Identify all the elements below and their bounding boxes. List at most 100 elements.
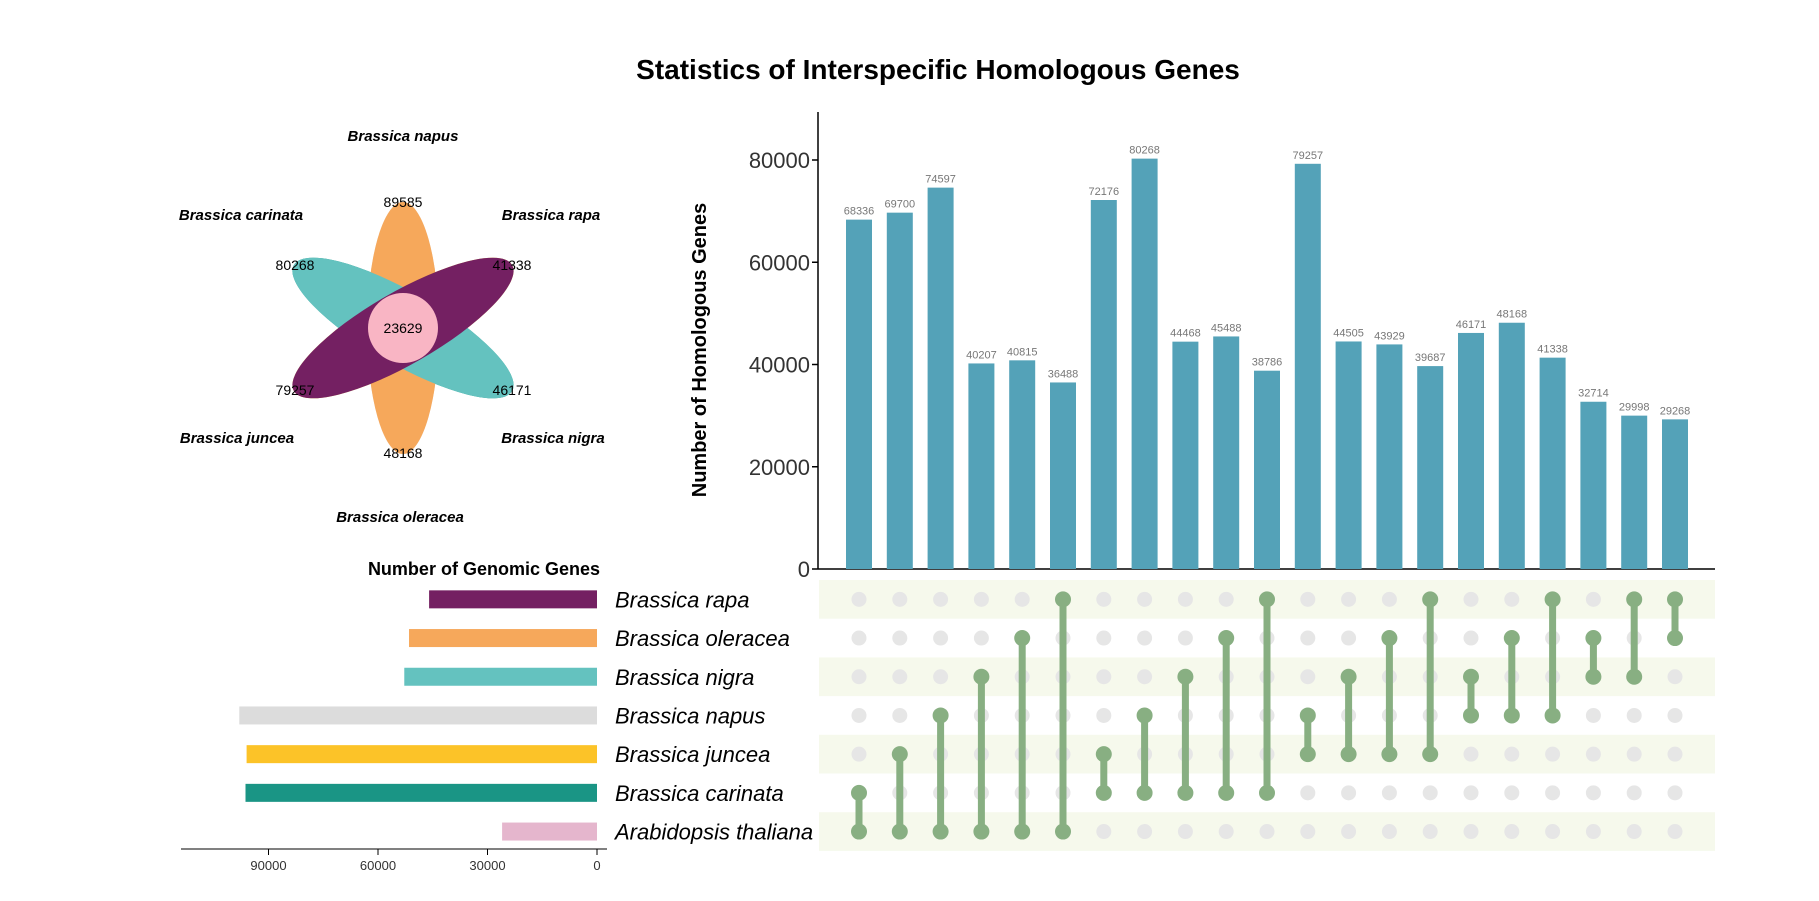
matrix-dot-inactive <box>1667 707 1683 723</box>
matrix-dot-inactive <box>892 591 908 607</box>
core-circle <box>368 293 438 363</box>
matrix-dot-inactive <box>1381 591 1397 607</box>
matrix-dot-inactive <box>1014 591 1030 607</box>
matrix-dot-active <box>1667 591 1683 608</box>
species-label-arabidopsis-thaliana: Arabidopsis thaliana <box>613 820 813 845</box>
bar <box>1335 341 1362 569</box>
bar-value-label: 74597 <box>925 174 956 186</box>
species-label-brassica-rapa: Brassica rapa <box>615 587 750 612</box>
matrix-dot-active <box>851 823 867 840</box>
matrix-dot-inactive <box>1341 785 1357 801</box>
matrix-dot-active <box>1259 784 1275 801</box>
matrix-dot-inactive <box>1463 785 1479 801</box>
matrix-dot-active <box>1299 746 1316 763</box>
intersection-matrix: Brassica rapa Brassica oleracea Brassica n… <box>613 580 1715 851</box>
matrix-dot-inactive <box>1626 785 1642 801</box>
matrix-dot-inactive <box>1137 630 1153 646</box>
matrix-dot-inactive <box>1300 591 1316 607</box>
matrix-dot-inactive <box>1300 824 1316 840</box>
matrix-dot-inactive <box>1177 630 1193 646</box>
matrix-dot-inactive <box>1626 746 1642 762</box>
matrix-dot-inactive <box>973 630 989 646</box>
petal-value-brassica-napus: 89585 <box>384 194 423 210</box>
matrix-dot-inactive <box>1137 591 1153 607</box>
matrix-dot-active <box>1014 823 1031 840</box>
matrix-dot-inactive <box>1137 669 1153 685</box>
bar <box>1131 158 1158 569</box>
petal-label-brassica-rapa: Brassica rapa <box>502 207 600 224</box>
matrix-dot-active <box>1381 630 1398 647</box>
species-label-brassica-nigra: Brassica nigra <box>615 665 754 690</box>
bar-value-label: 45488 <box>1211 322 1242 334</box>
matrix-dot-inactive <box>1096 824 1112 840</box>
bar-value-label: 80268 <box>1129 145 1160 157</box>
petal-value-brassica-rapa: 41338 <box>493 257 532 273</box>
matrix-dot-active <box>1667 630 1683 647</box>
bar <box>1050 382 1076 569</box>
bar <box>1172 341 1199 569</box>
matrix-dot-active <box>891 823 908 840</box>
bar <box>1539 357 1566 569</box>
matrix-dot-inactive <box>851 707 867 723</box>
matrix-dot-inactive <box>851 746 867 762</box>
bar <box>1458 332 1484 569</box>
matrix-dot-inactive <box>1177 591 1193 607</box>
matrix-dot-inactive <box>1504 591 1520 607</box>
petal-value-brassica-juncea: 79257 <box>276 382 315 398</box>
y-tick-label: 20000 <box>749 455 810 480</box>
bar-value-label: 40207 <box>966 349 997 361</box>
matrix-dot-active <box>1503 630 1520 647</box>
matrix-dot-inactive <box>1341 824 1357 840</box>
matrix-dot-inactive <box>1667 746 1683 762</box>
matrix-dot-active <box>1177 668 1194 685</box>
matrix-dot-inactive <box>1096 669 1112 685</box>
matrix-dot-inactive <box>1300 785 1316 801</box>
matrix-dot-active <box>1463 668 1479 685</box>
matrix-dot-active <box>932 707 949 724</box>
petal-label-brassica-nigra: Brassica nigra <box>501 430 604 447</box>
genomic-bar-brassica-juncea <box>246 745 597 764</box>
matrix-dot-active <box>1177 784 1194 801</box>
genomic-tick-label: 60000 <box>360 858 396 873</box>
bar-value-label: 48168 <box>1497 309 1528 321</box>
matrix-dot-active <box>1136 784 1153 801</box>
bar-value-label: 43929 <box>1374 330 1405 342</box>
matrix-dot-active <box>891 746 908 763</box>
matrix-dot-inactive <box>1381 824 1397 840</box>
y-tick-label: 80000 <box>749 148 810 173</box>
bar <box>927 187 954 569</box>
bar-value-label: 29998 <box>1619 402 1650 414</box>
bar-value-label: 39687 <box>1415 352 1446 364</box>
bar <box>886 212 913 569</box>
genomic-tick-label: 0 <box>593 858 600 873</box>
species-label-brassica-carinata: Brassica carinata <box>615 781 784 806</box>
matrix-dot-active <box>973 668 990 685</box>
matrix-dot-active <box>1544 591 1561 608</box>
matrix-dot-inactive <box>1381 785 1397 801</box>
species-label-brassica-juncea: Brassica juncea <box>615 742 770 767</box>
matrix-dot-active <box>1463 707 1479 724</box>
petal-label-brassica-napus: Brassica napus <box>348 128 459 145</box>
matrix-dot-inactive <box>933 591 949 607</box>
bar-value-label: 72176 <box>1089 186 1120 198</box>
matrix-dot-inactive <box>1259 824 1275 840</box>
genomic-bar-brassica-nigra <box>404 667 597 686</box>
y-tick-label: 40000 <box>749 353 810 378</box>
bar <box>1498 322 1525 569</box>
matrix-dot-inactive <box>1096 707 1112 723</box>
matrix-dot-active <box>1626 668 1643 685</box>
matrix-dot-active <box>851 784 867 801</box>
matrix-dot-inactive <box>1463 824 1479 840</box>
genomic-tick-label: 90000 <box>250 858 286 873</box>
matrix-dot-inactive <box>933 630 949 646</box>
matrix-dot-inactive <box>1504 824 1520 840</box>
matrix-dot-active <box>1259 591 1275 608</box>
matrix-dot-inactive <box>851 630 867 646</box>
matrix-dot-active <box>932 823 949 840</box>
genomic-bar-brassica-carinata <box>245 783 597 802</box>
petal-label-brassica-carinata: Brassica carinata <box>179 207 303 224</box>
bar-value-label: 69700 <box>885 199 916 211</box>
genomic-tick-label: 30000 <box>469 858 505 873</box>
bar-value-label: 68336 <box>844 206 875 218</box>
